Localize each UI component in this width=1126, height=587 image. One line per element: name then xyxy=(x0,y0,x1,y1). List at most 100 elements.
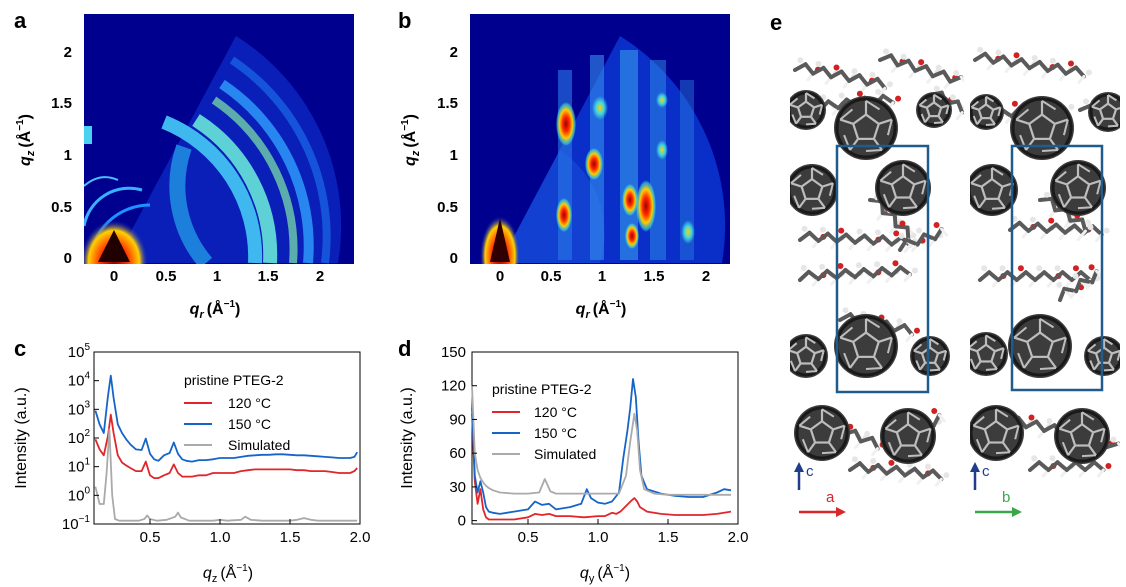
fullerene-cage-11 xyxy=(1010,96,1074,160)
map-b-xtick: 0.5 xyxy=(541,268,562,285)
map-b-xtick: 2 xyxy=(702,268,710,285)
y-tick-base: 10 xyxy=(68,344,85,361)
y-tick-base: 10 xyxy=(68,459,85,476)
fullerene-cage-18 xyxy=(1084,336,1120,376)
series-line-3 xyxy=(94,428,358,522)
x-tick-label: 1.0 xyxy=(588,529,609,546)
map-b-xlabel: qr (Å−1) xyxy=(576,299,627,321)
x-tick-label: 2.0 xyxy=(728,529,749,546)
chart-d-legend-label: 120 °C xyxy=(534,404,577,420)
y-tick-label: 0 xyxy=(458,513,466,530)
axis-arrowhead-c xyxy=(970,462,980,472)
fullerene-cage-15 xyxy=(1050,160,1106,216)
fullerene-cage-8 xyxy=(910,336,950,376)
map-b-ytick: 1.5 xyxy=(437,95,458,112)
y-tick-label: 102 xyxy=(68,428,91,447)
chart-c-ylabel: Intensity (a.u.) xyxy=(13,387,30,488)
chart-c-xlabel: qz (Å−1) xyxy=(203,563,253,585)
chart-c-legend-title: pristine PTEG-2 xyxy=(184,372,284,388)
axis-arrowhead-b xyxy=(1012,507,1022,517)
fullerene-cage-13 xyxy=(1088,92,1120,132)
x-tick-label: 1.5 xyxy=(658,529,679,546)
fullerene-cage-5 xyxy=(875,160,931,216)
map-b-ytick: 1 xyxy=(450,147,458,164)
y-tick-label: 60 xyxy=(449,445,466,462)
map-b-ytick: 2 xyxy=(450,44,458,61)
chart-c-legend-label: 120 °C xyxy=(228,395,271,411)
map-b-xtick: 0 xyxy=(496,268,504,285)
y-tick-label: 104 xyxy=(68,371,91,390)
fullerene-cage-16 xyxy=(1008,314,1072,378)
axis-label-c: c xyxy=(982,463,990,480)
series-line-2 xyxy=(94,374,358,463)
y-tick-label: 101 xyxy=(68,457,91,476)
y-tick-exp: 5 xyxy=(84,342,90,353)
fullerene-cage-1 xyxy=(834,96,898,160)
side-chain-18 xyxy=(1056,264,1104,302)
fullerene-cage-4 xyxy=(790,164,838,216)
side-chain-11 xyxy=(848,456,950,487)
y-tick-exp: 3 xyxy=(84,399,90,410)
fullerene-cage-14 xyxy=(966,164,1018,216)
map-a-xtick: 0.5 xyxy=(156,268,177,285)
series-line-1 xyxy=(94,413,358,479)
x-tick-label: 2.0 xyxy=(350,529,371,546)
y-tick-base: 10 xyxy=(62,516,79,533)
side-chain-1 xyxy=(793,57,893,96)
map-b-ytick: 0 xyxy=(450,250,458,267)
x-tick-label: 1.5 xyxy=(280,529,301,546)
side-chain-5 xyxy=(798,225,918,254)
chart-c-legend-label: Simulated xyxy=(228,437,290,453)
series-line-3 xyxy=(471,385,731,496)
intensity-chart-d: 0.5 1.0 1.5 2.0 0 30 60 90 120 150 pristine PTEG… xyxy=(399,344,748,585)
fullerene-cage-6 xyxy=(834,314,898,378)
map-a-ytick: 0.5 xyxy=(51,199,72,216)
y-tick-label: 100 xyxy=(68,485,91,504)
fullerene-cage-9 xyxy=(794,405,850,461)
map-a-xtick: 1 xyxy=(213,268,221,285)
map-b-yticks: 0 0.5 1 1.5 2 xyxy=(437,44,458,267)
unit-cell-right xyxy=(1010,144,1104,392)
map-a-xticks: 0 0.5 1 1.5 2 xyxy=(110,268,324,285)
axis-arrowhead-c xyxy=(794,462,804,472)
chart-d-legend-title: pristine PTEG-2 xyxy=(492,381,592,397)
y-tick-label: 90 xyxy=(449,411,466,428)
chart-d-legend-label: 150 °C xyxy=(534,425,577,441)
fullerene-cage-12 xyxy=(968,94,1004,130)
map-a-xtick: 1.5 xyxy=(258,268,279,285)
fullerene-cage-10 xyxy=(880,408,936,464)
y-tick-label: 103 xyxy=(68,399,91,418)
map-b-ytick: 0.5 xyxy=(437,199,458,216)
y-tick-label: 150 xyxy=(441,344,466,361)
x-tick-label: 1.0 xyxy=(210,529,231,546)
y-tick-exp: −1 xyxy=(79,514,91,525)
fullerene-cage-3 xyxy=(916,92,952,128)
map-a-ytick: 0 xyxy=(64,250,72,267)
map-a-xtick: 0 xyxy=(110,268,118,285)
y-tick-label: 30 xyxy=(449,479,466,496)
scattering-map-a xyxy=(84,14,354,264)
map-b-ylabel: qz(Å−1) xyxy=(400,114,422,166)
map-a-ytick: 1.5 xyxy=(51,95,72,112)
chart-c-legend-label: 150 °C xyxy=(228,416,271,432)
side-chain-15 xyxy=(1008,215,1110,243)
chart-d-frame xyxy=(471,351,739,525)
series-line-1 xyxy=(471,413,732,521)
fullerene-cage-19 xyxy=(968,405,1024,461)
unit-cell-left xyxy=(835,144,930,394)
y-tick-base: 10 xyxy=(68,487,85,504)
panel-label-c: c xyxy=(14,336,26,361)
fullerene-cage-2 xyxy=(790,90,826,130)
y-tick-label: 10−1 xyxy=(62,514,91,533)
x-tick-label: 0.5 xyxy=(518,529,539,546)
axis-label-a: a xyxy=(826,489,835,506)
axis-label-b: b xyxy=(1002,489,1010,506)
chart-d-ylabel: Intensity (a.u.) xyxy=(399,387,416,488)
y-tick-exp: 0 xyxy=(84,485,90,496)
map-a-ytick: 2 xyxy=(64,44,72,61)
fullerene-cage-7 xyxy=(790,334,828,378)
map-a-yticks: 0 0.5 1 1.5 2 xyxy=(51,44,72,267)
map-a-xtick: 2 xyxy=(316,268,324,285)
